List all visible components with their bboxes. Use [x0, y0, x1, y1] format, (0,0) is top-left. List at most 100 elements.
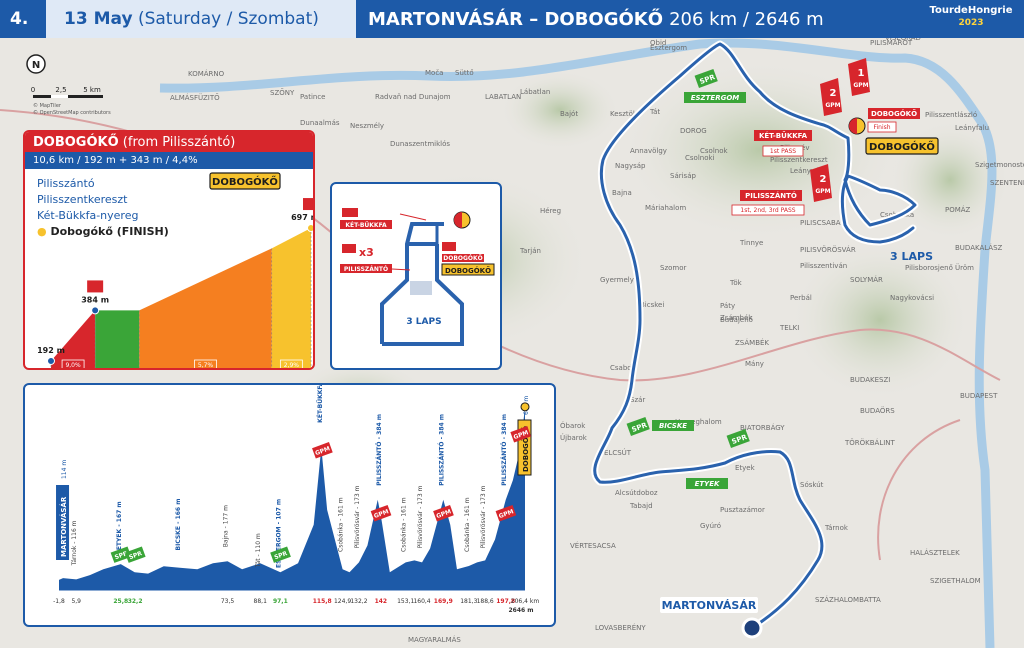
- profile-point-label: KÉT-BÜKKFA - 596 m: [316, 385, 324, 423]
- profile-point-label: Bajna - 177 m: [223, 505, 230, 547]
- profile-point-label: Pilisvörösvár - 173 m: [354, 485, 361, 548]
- tour-logo: TourdeHongrie 2023: [928, 5, 1014, 29]
- stage-distance: 206 km / 2646 m: [669, 8, 824, 30]
- profile-km-tick: 188,6: [477, 598, 494, 605]
- svg-text:5 km: 5 km: [83, 86, 101, 94]
- profile-area: [59, 406, 525, 590]
- svg-text:Finish: Finish: [873, 124, 890, 131]
- map-town-label: Szomor: [660, 264, 687, 272]
- map-town-labels: KOMÁRNO ALMÁSFÜZITŐ SZŐNY Patince Radvaň nad…: [170, 33, 1024, 644]
- map-town-label: SZŐNY: [270, 88, 295, 97]
- svg-text:© OpenStreetMap contributors: © OpenStreetMap contributors: [33, 109, 111, 116]
- svg-text:ESZTERGOM: ESZTERGOM: [691, 94, 740, 102]
- svg-text:DOBOGÓKŐ: DOBOGÓKŐ: [869, 139, 935, 153]
- map-town-label: Perbál: [790, 294, 812, 302]
- finish-label: DOBOGÓKŐ Finish DOBOGÓKŐ: [865, 108, 939, 155]
- svg-text:GPM: GPM: [825, 102, 840, 109]
- tour-logo-year: 2023: [958, 18, 984, 28]
- profile-km-tick: 97,1: [273, 598, 288, 605]
- map-town-label: SZIGETHALOM: [930, 577, 981, 585]
- map-town-label: LABATLAN: [485, 93, 521, 101]
- climb-gpm-icon: [87, 280, 104, 293]
- climb-point: [91, 306, 100, 315]
- road-m0: [877, 419, 961, 561]
- inset-finish: DOBOGÓKŐ: [443, 255, 483, 262]
- stage-date-weekday: (Saturday / Szombat): [137, 9, 319, 29]
- climb-gradient-box: [61, 359, 85, 368]
- map-town-label: SOLYMÁR: [850, 275, 883, 284]
- sprint-esztergom[interactable]: SPR ESZTERGOM: [684, 68, 746, 103]
- gpm-pilisszanto[interactable]: 2 GPM: [810, 164, 832, 202]
- map-town-label: Csolnok: [700, 147, 728, 155]
- map-town-label: Üröm: [955, 263, 974, 272]
- map-town-label: Patince: [300, 93, 325, 101]
- climb-point: [47, 356, 55, 365]
- profile-point-label: PILISSZÁNTÓ - 384 m: [501, 414, 508, 486]
- profile-gpm-badge: [433, 504, 454, 522]
- sprint-etyek[interactable]: SPR ETYEK: [686, 428, 750, 489]
- svg-text:0: 0: [31, 86, 35, 94]
- map-laps-label: 3 LAPS: [890, 250, 933, 263]
- profile-km-tick: -1,8: [53, 598, 65, 605]
- profile-km-tick: 5,9: [71, 598, 81, 605]
- inset-multiplier: x3: [359, 246, 374, 259]
- profile-point-label: Csobánka - 161 m: [338, 497, 345, 552]
- map-town-label: SZENTENDRE: [990, 179, 1024, 187]
- climb-subtitle: 10,6 km / 192 m + 343 m / 4,4%: [25, 152, 313, 169]
- map-town-label: Pilisszentkereszt: [770, 156, 828, 164]
- profile-sprint-label: SPR: [273, 550, 288, 561]
- stage-profile-chart: -1,8 5,9 25,8 32,2 73,5 88,1 97,1 115,8 124,9 132…: [53, 354, 539, 614]
- climb-finish-tag-box: [209, 172, 281, 190]
- profile-km-tick: 115,8: [313, 598, 332, 605]
- climb-segment: [95, 310, 140, 368]
- climb-segment: [271, 228, 311, 368]
- map-town-label: Leányfalu: [955, 124, 989, 132]
- map-town-label: Obid: [650, 39, 666, 47]
- map-town-label: Pilisborosjenő: [905, 263, 953, 272]
- inset-climb1: KÉT-BÜKKFA: [345, 221, 387, 229]
- map-town-label: Lábatlan: [520, 88, 550, 96]
- climb-title-from: (from Pilisszántó): [122, 135, 236, 150]
- finish-marker[interactable]: [848, 117, 866, 135]
- profile-point-label: Pilisvörösvár - 173 m: [417, 485, 424, 548]
- climb-title-name: DOBOGÓKŐ: [33, 135, 119, 150]
- map-town-label: BUDAPEST: [960, 392, 998, 400]
- circuit-diagram: KÉT-BÜKKFA x3 PILISSZÁNTÓ DOBOGÓKŐ DOBOG…: [340, 208, 495, 346]
- svg-text:BICSKE: BICSKE: [659, 422, 687, 430]
- profile-gpm-label: GPM: [435, 508, 452, 520]
- climb-gradient-box: [194, 359, 217, 368]
- svg-text:1st, 2nd, 3rd PASS: 1st, 2nd, 3rd PASS: [740, 207, 795, 214]
- gpm-dobogoko[interactable]: 1 GPM: [848, 58, 870, 96]
- map-town-label: Tök: [729, 279, 743, 287]
- map-town-label: BUDAKALÁSZ: [955, 243, 1003, 252]
- profile-km-tick: 32,2: [128, 598, 143, 605]
- sprint-bicske[interactable]: SPR BICSKE: [626, 416, 694, 436]
- svg-text:PILISSZÁNTÓ: PILISSZÁNTÓ: [745, 191, 797, 200]
- map-town-label: Radvaň nad Dunajom: [375, 93, 451, 101]
- map-town-label: PILISVÖRÖSVÁR: [800, 245, 856, 254]
- svg-text:2,5: 2,5: [55, 86, 66, 94]
- map-town-label: Kesztölc: [610, 110, 639, 118]
- map-town-label: Pilisszentlászló: [925, 111, 977, 119]
- stage-date: 13 May (Saturday / Szombat): [46, 0, 356, 38]
- gpm-ket-bukkfa[interactable]: 2 GPM: [820, 78, 842, 116]
- map-town-label: Gyúró: [700, 522, 721, 530]
- map-town-label: ZSÁMBÉK: [735, 338, 769, 347]
- start-marker[interactable]: [741, 617, 763, 639]
- map-town-label: Bicskei: [640, 301, 664, 309]
- profile-point-label: PILISSZÁNTÓ - 384 m: [438, 414, 445, 486]
- svg-text:KÉT-BÜKKFA: KÉT-BÜKKFA: [759, 131, 808, 140]
- stage-number: 4.: [0, 0, 46, 38]
- svg-text:2: 2: [830, 88, 837, 99]
- scale-bar: 0 2,5 5 km © MapTiler © OpenStreetMap co…: [31, 86, 111, 116]
- map-town-label: Máriahalom: [645, 204, 686, 212]
- map-town-label: POMÁZ: [945, 205, 971, 214]
- map-town-label: LOVASBERÉNY: [595, 623, 646, 632]
- map-town-label: Gyermely: [600, 276, 634, 284]
- profile-total-climb: 2646 m: [508, 607, 533, 614]
- climb-gradient: 2,9%: [284, 362, 300, 369]
- route-line-inner: [593, 42, 917, 630]
- inset-laps: 3 LAPS: [406, 317, 441, 327]
- climb-point: [307, 224, 313, 233]
